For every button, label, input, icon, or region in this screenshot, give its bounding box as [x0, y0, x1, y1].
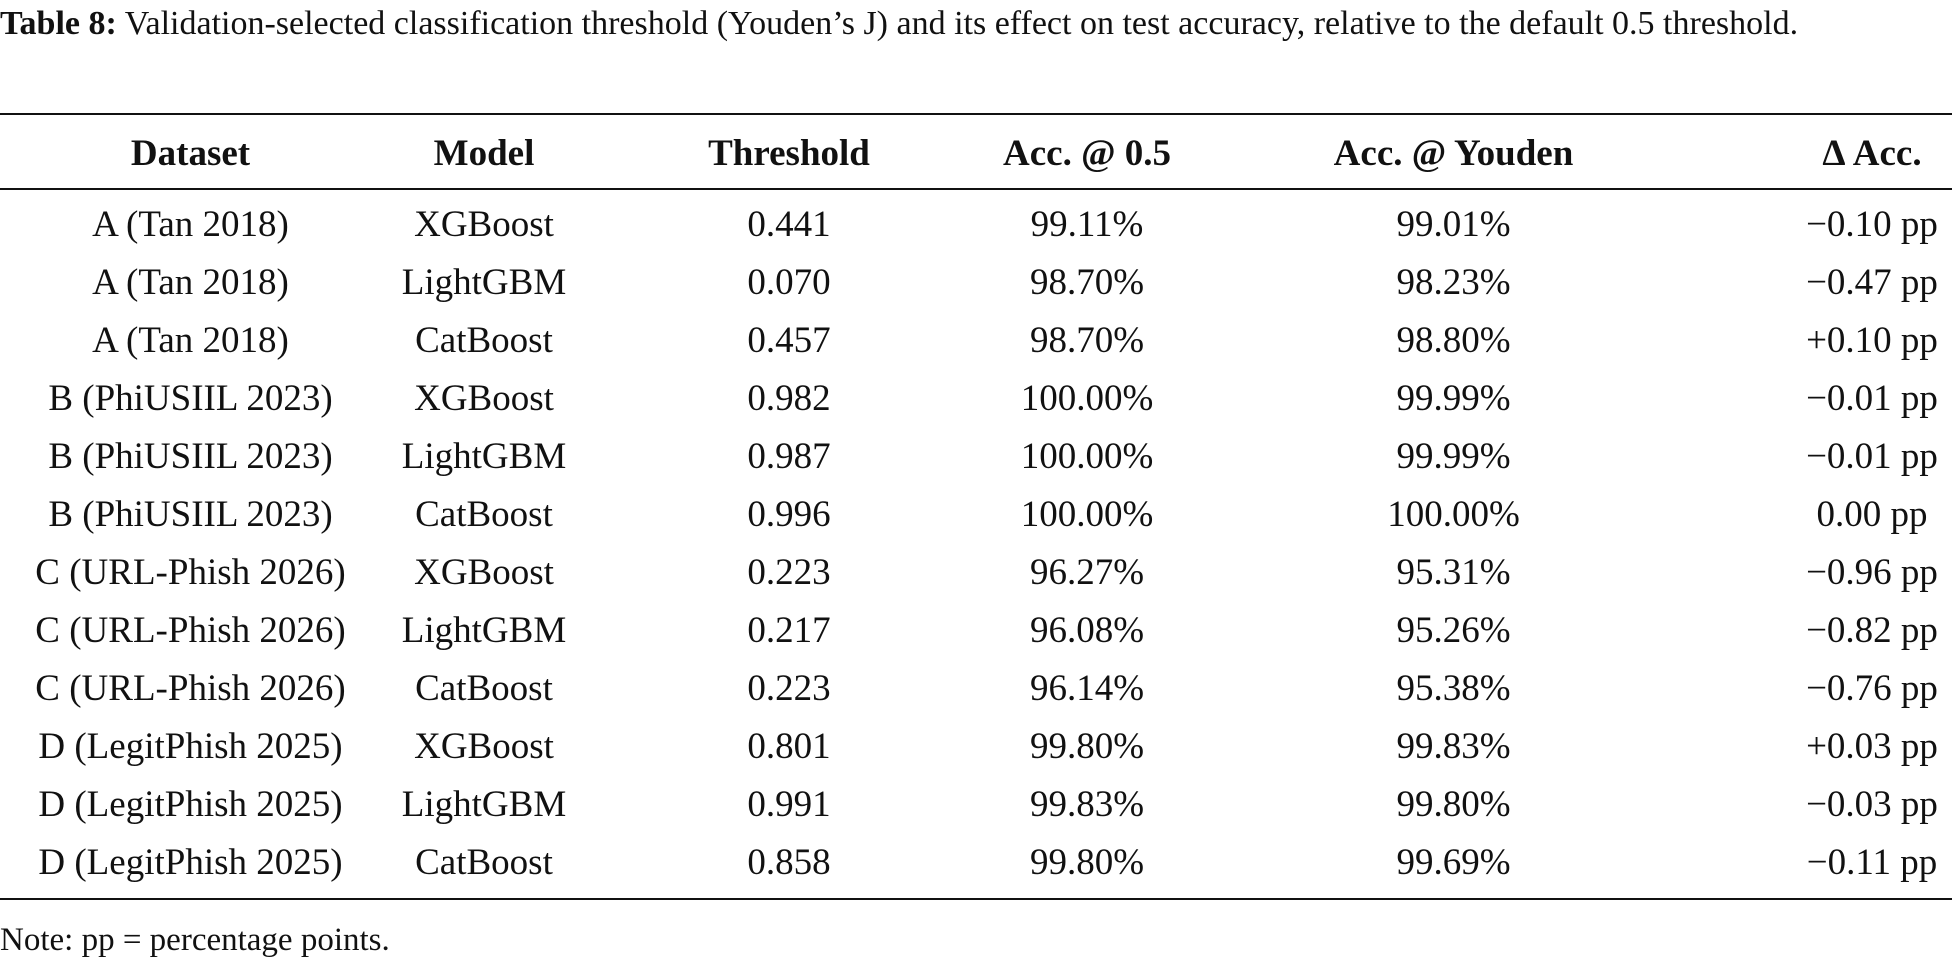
cell-dataset: A (Tan 2018)	[92, 203, 289, 245]
cell-acc-default: 98.70%	[1029, 319, 1145, 361]
header-row: Dataset Model Threshold Acc. @ 0.5 Acc. …	[0, 115, 1952, 190]
cell-acc-youden: 99.99%	[1396, 435, 1511, 477]
cell-threshold: 0.217	[747, 609, 831, 651]
cell-delta-acc: 0.00 pp	[1816, 493, 1928, 535]
cell-acc-youden: 99.83%	[1396, 725, 1511, 767]
cell-dataset: D (LegitPhish 2025)	[38, 725, 343, 767]
cell-model: CatBoost	[415, 841, 553, 883]
header-model: Model	[433, 133, 535, 174]
cell-dataset: B (PhiUSIIL 2023)	[48, 493, 333, 535]
header-delta-acc: Δ Acc.	[1822, 133, 1922, 174]
cell-delta-acc: +0.10 pp	[1806, 319, 1938, 361]
cell-threshold: 0.223	[747, 667, 831, 709]
cell-model: LightGBM	[401, 435, 567, 477]
table-row: C (URL-Phish 2026) CatBoost 0.223 96.14%…	[0, 659, 1952, 717]
cell-delta-acc: −0.82 pp	[1806, 609, 1938, 651]
header-rule	[0, 188, 1952, 190]
header-acc-default: Acc. @ 0.5	[1003, 133, 1171, 174]
header-threshold: Threshold	[708, 133, 870, 174]
cell-threshold: 0.996	[747, 493, 831, 535]
cell-delta-acc: −0.96 pp	[1806, 551, 1938, 593]
cell-model: XGBoost	[414, 377, 554, 419]
cell-acc-youden: 99.01%	[1396, 203, 1511, 245]
cell-acc-youden: 95.38%	[1396, 667, 1511, 709]
cell-threshold: 0.223	[747, 551, 831, 593]
table-row: D (LegitPhish 2025) LightGBM 0.991 99.83…	[0, 775, 1952, 833]
cell-delta-acc: −0.01 pp	[1806, 377, 1938, 419]
cell-model: LightGBM	[401, 261, 567, 303]
top-rule	[0, 113, 1952, 115]
cell-acc-youden: 100.00%	[1387, 493, 1520, 535]
table-row: D (LegitPhish 2025) CatBoost 0.858 99.80…	[0, 833, 1952, 891]
cell-acc-youden: 98.80%	[1396, 319, 1511, 361]
cell-dataset: C (URL-Phish 2026)	[35, 551, 346, 593]
cell-acc-default: 99.83%	[1029, 783, 1145, 825]
cell-dataset: A (Tan 2018)	[92, 319, 289, 361]
cell-dataset: C (URL-Phish 2026)	[35, 609, 346, 651]
results-table: Dataset Model Threshold Acc. @ 0.5 Acc. …	[0, 115, 1952, 891]
cell-threshold: 0.457	[747, 319, 831, 361]
cell-acc-default: 99.11%	[1030, 203, 1144, 245]
cell-dataset: D (LegitPhish 2025)	[38, 783, 343, 825]
cell-dataset: B (PhiUSIIL 2023)	[48, 435, 333, 477]
cell-model: LightGBM	[401, 783, 567, 825]
cell-acc-default: 100.00%	[1020, 493, 1154, 535]
table-row: B (PhiUSIIL 2023) XGBoost 0.982 100.00% …	[0, 369, 1952, 427]
cell-acc-default: 100.00%	[1020, 377, 1154, 419]
cell-acc-default: 96.27%	[1029, 551, 1145, 593]
cell-dataset: D (LegitPhish 2025)	[38, 841, 343, 883]
cell-acc-default: 96.14%	[1029, 667, 1145, 709]
table-row: B (PhiUSIIL 2023) LightGBM 0.987 100.00%…	[0, 427, 1952, 485]
cell-model: LightGBM	[401, 609, 567, 651]
header-acc-youden: Acc. @ Youden	[1333, 133, 1574, 174]
cell-model: CatBoost	[415, 493, 553, 535]
cell-acc-youden: 95.26%	[1396, 609, 1511, 651]
cell-acc-default: 96.08%	[1029, 609, 1145, 651]
cell-threshold: 0.991	[747, 783, 831, 825]
cell-acc-default: 100.00%	[1020, 435, 1154, 477]
cell-delta-acc: −0.03 pp	[1806, 783, 1938, 825]
cell-model: XGBoost	[414, 725, 554, 767]
cell-delta-acc: −0.76 pp	[1806, 667, 1938, 709]
cell-model: XGBoost	[414, 551, 554, 593]
table-row: C (URL-Phish 2026) LightGBM 0.217 96.08%…	[0, 601, 1952, 659]
cell-threshold: 0.801	[747, 725, 831, 767]
cell-acc-default: 99.80%	[1029, 725, 1145, 767]
cell-delta-acc: −0.10 pp	[1806, 203, 1938, 245]
cell-acc-youden: 95.31%	[1396, 551, 1511, 593]
bottom-rule	[0, 898, 1952, 900]
table-note: Note: pp = percentage points.	[0, 922, 390, 958]
cell-acc-youden: 98.23%	[1396, 261, 1511, 303]
cell-model: CatBoost	[415, 667, 553, 709]
cell-delta-acc: −0.47 pp	[1806, 261, 1938, 303]
cell-threshold: 0.858	[747, 841, 831, 883]
caption-text: Validation-selected classification thres…	[124, 5, 1799, 42]
header-dataset: Dataset	[130, 133, 251, 174]
cell-acc-default: 99.80%	[1029, 841, 1145, 883]
cell-model: XGBoost	[414, 203, 554, 245]
table-row: A (Tan 2018) XGBoost 0.441 99.11% 99.01%…	[0, 190, 1952, 253]
cell-dataset: C (URL-Phish 2026)	[35, 667, 346, 709]
table-label: Table 8:	[0, 5, 117, 42]
table-row: C (URL-Phish 2026) XGBoost 0.223 96.27% …	[0, 543, 1952, 601]
cell-delta-acc: −0.11 pp	[1806, 841, 1938, 883]
cell-delta-acc: −0.01 pp	[1806, 435, 1938, 477]
table-row: A (Tan 2018) LightGBM 0.070 98.70% 98.23…	[0, 253, 1952, 311]
table-row: B (PhiUSIIL 2023) CatBoost 0.996 100.00%…	[0, 485, 1952, 543]
table-row: A (Tan 2018) CatBoost 0.457 98.70% 98.80…	[0, 311, 1952, 369]
cell-acc-default: 98.70%	[1029, 261, 1145, 303]
cell-threshold: 0.987	[747, 435, 831, 477]
cell-acc-youden: 99.69%	[1396, 841, 1511, 883]
cell-threshold: 0.982	[747, 377, 831, 419]
table-row: D (LegitPhish 2025) XGBoost 0.801 99.80%…	[0, 717, 1952, 775]
table-caption: Table 8: Validation-selected classificat…	[0, 2, 1952, 45]
cell-threshold: 0.441	[747, 203, 831, 245]
cell-model: CatBoost	[415, 319, 553, 361]
cell-delta-acc: +0.03 pp	[1806, 725, 1938, 767]
cell-acc-youden: 99.99%	[1396, 377, 1511, 419]
cell-dataset: B (PhiUSIIL 2023)	[48, 377, 333, 419]
cell-dataset: A (Tan 2018)	[92, 261, 289, 303]
cell-threshold: 0.070	[747, 261, 831, 303]
cell-acc-youden: 99.80%	[1396, 783, 1511, 825]
